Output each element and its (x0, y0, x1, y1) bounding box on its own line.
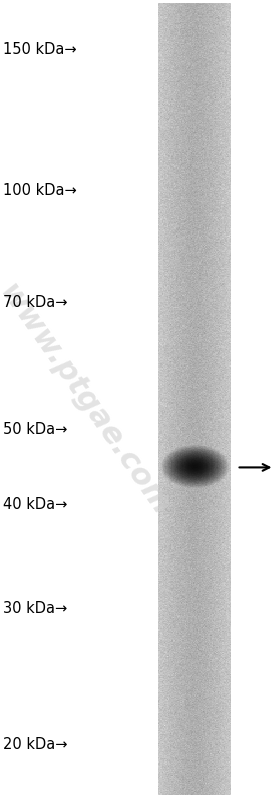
Text: 150 kDa→: 150 kDa→ (3, 42, 76, 57)
Text: 40 kDa→: 40 kDa→ (3, 498, 67, 512)
Text: 50 kDa→: 50 kDa→ (3, 423, 67, 437)
Text: 100 kDa→: 100 kDa→ (3, 183, 76, 197)
Text: www.ptgae.com: www.ptgae.com (0, 278, 175, 521)
Text: 30 kDa→: 30 kDa→ (3, 602, 67, 616)
Text: 20 kDa→: 20 kDa→ (3, 737, 67, 752)
Text: 70 kDa→: 70 kDa→ (3, 295, 67, 309)
